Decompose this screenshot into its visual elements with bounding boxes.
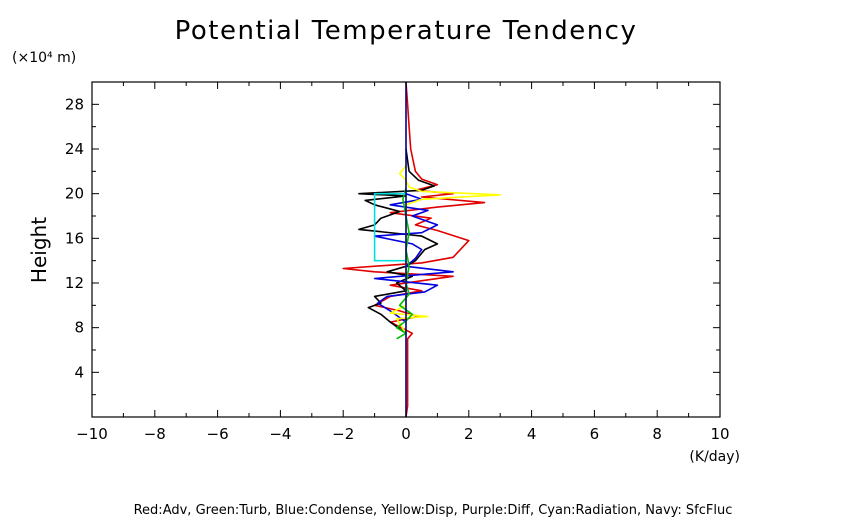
y-tick-label: 20 — [65, 185, 84, 203]
series-line-1 — [358, 148, 439, 334]
y-axis-unit: (×10⁴ m) — [12, 50, 76, 66]
series-layer — [342, 81, 502, 418]
y-tick-label: 8 — [74, 319, 84, 337]
x-tick-label: 0 — [401, 425, 411, 443]
y-tick-label: 4 — [74, 363, 84, 381]
y-tick-label: 12 — [65, 274, 84, 292]
x-tick-label: 6 — [590, 425, 600, 443]
series-line-5 — [373, 192, 406, 262]
y-tick-label: 16 — [65, 229, 84, 247]
chart-title: Potential Temperature Tendency — [175, 16, 638, 46]
x-tick-label: 4 — [527, 425, 537, 443]
series-line-2 — [373, 192, 454, 323]
x-tick-label: −8 — [144, 425, 166, 443]
x-tick-label: 2 — [464, 425, 474, 443]
x-tick-label: 8 — [652, 425, 662, 443]
x-tick-label: −2 — [332, 425, 354, 443]
x-tick-label: −6 — [207, 425, 229, 443]
caption: Red:Adv, Green:Turb, Blue:Condense, Yell… — [134, 503, 733, 518]
x-tick-label: −4 — [269, 425, 291, 443]
y-tick-label: 28 — [65, 95, 84, 113]
series-line-0 — [342, 81, 486, 418]
y-tick-label: 24 — [65, 140, 84, 158]
x-tick-label: 10 — [710, 425, 729, 443]
plot-frame — [91, 81, 721, 418]
x-tick-label: −10 — [76, 425, 108, 443]
y-axis-label: Height — [27, 217, 51, 283]
x-axis-unit: (K/day) — [689, 449, 740, 465]
